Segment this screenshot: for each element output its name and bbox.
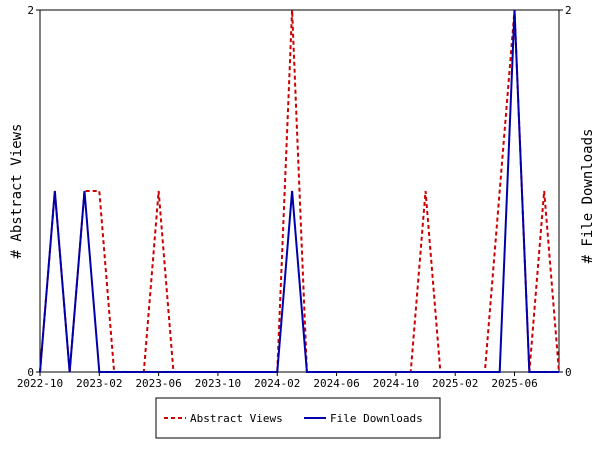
x-tick-label: 2022-10 — [17, 377, 63, 390]
series-line-abstract-views — [39, 9, 560, 373]
tick-layer: 2022-10 2023-02 2023-06 2023-10 2024-02 2024-… — [17, 4, 572, 390]
x-tick-label: 2024-06 — [313, 377, 359, 390]
legend-label-abstract-views: Abstract Views — [190, 412, 283, 425]
y-axis-right-title: # File Downloads — [580, 129, 596, 264]
x-tick-label: 2025-06 — [491, 377, 537, 390]
legend: Abstract Views File Downloads — [155, 397, 441, 439]
series-layer — [39, 9, 560, 373]
legend-box — [155, 397, 441, 439]
y-axis-left-title: # Abstract Views — [9, 124, 25, 259]
legend-label-file-downloads: File Downloads — [330, 412, 423, 425]
x-tick-label: 2023-06 — [135, 377, 181, 390]
series-line-file-downloads — [39, 9, 559, 373]
y-tick-label-right: 0 — [565, 366, 572, 379]
x-tick-label: 2023-02 — [76, 377, 122, 390]
x-tick-label: 2023-10 — [195, 377, 241, 390]
y-tick-label-left: 2 — [27, 4, 34, 17]
y-tick-label-right: 2 — [565, 4, 572, 17]
plot-area-frame — [39, 9, 560, 373]
x-tick-label: 2024-10 — [373, 377, 419, 390]
x-tick-label: 2024-02 — [254, 377, 300, 390]
x-tick-label: 2025-02 — [432, 377, 478, 390]
y-tick-label-left: 0 — [27, 366, 34, 379]
